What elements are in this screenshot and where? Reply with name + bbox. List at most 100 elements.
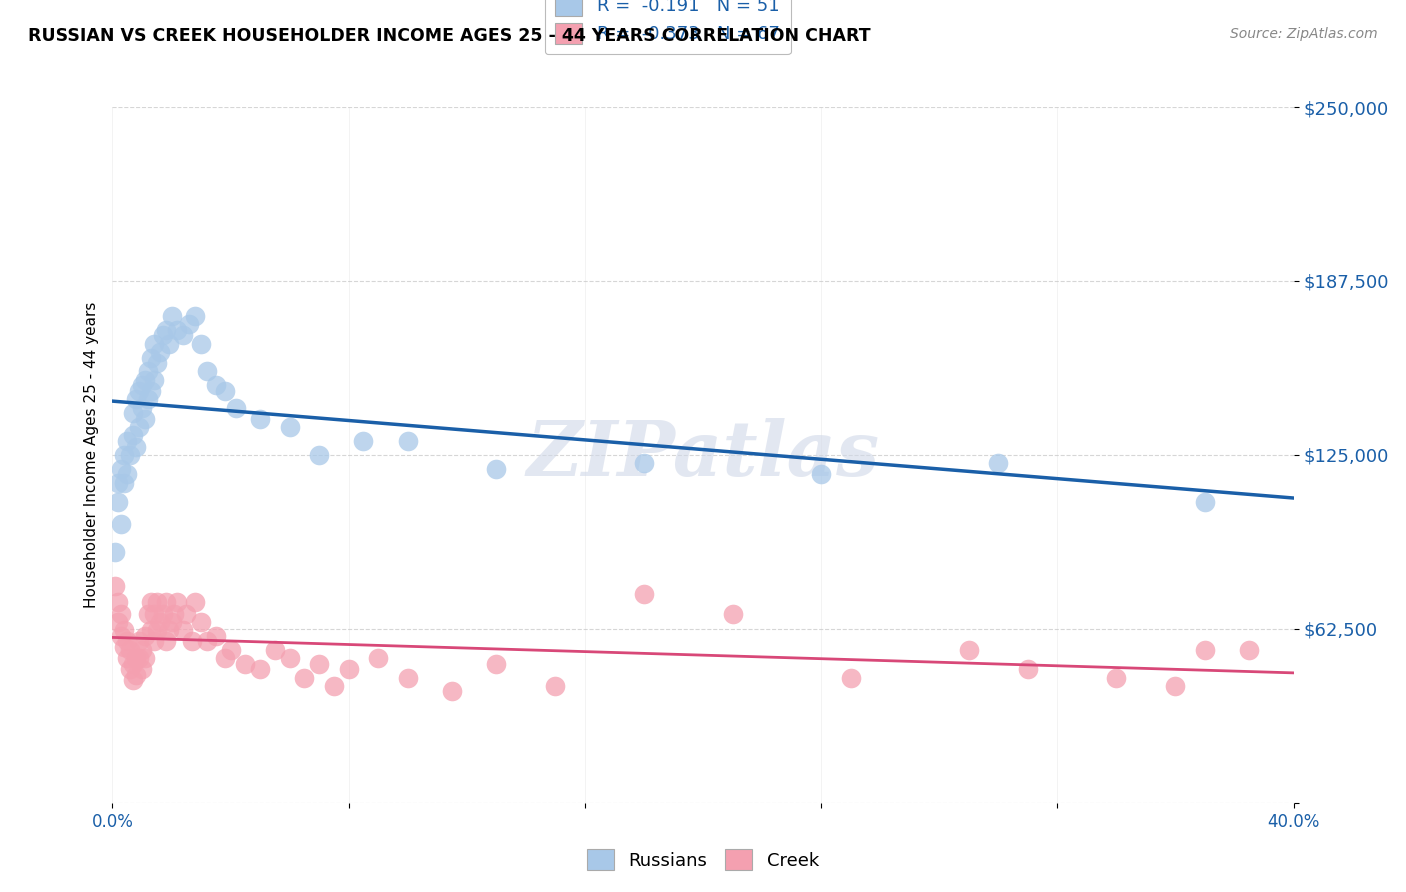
Point [174, 607, 197, 621]
Point [337, 662, 360, 676]
Point [125, 651, 148, 665]
Point [155, 595, 177, 609]
Point [117, 467, 138, 482]
Point [131, 378, 153, 392]
Point [544, 679, 567, 693]
Point [264, 642, 287, 657]
Point [149, 615, 172, 629]
Text: ZIPatlas: ZIPatlas [526, 418, 880, 491]
Point [128, 420, 150, 434]
Point [396, 434, 419, 448]
Point [633, 587, 655, 601]
Point [122, 406, 145, 420]
Point [441, 684, 464, 698]
Point [112, 448, 135, 462]
Point [139, 624, 162, 638]
Point [131, 401, 153, 415]
Point [125, 667, 148, 681]
Point [128, 634, 150, 648]
Point [172, 328, 194, 343]
Point [122, 428, 145, 442]
Point [485, 657, 508, 671]
Point [219, 642, 242, 657]
Point [184, 595, 207, 609]
Point [131, 642, 153, 657]
Point [142, 373, 165, 387]
Point [112, 624, 135, 638]
Point [146, 595, 169, 609]
Point [152, 607, 174, 621]
Point [107, 495, 129, 509]
Point [179, 317, 201, 331]
Point [110, 462, 132, 476]
Point [485, 462, 508, 476]
Point [190, 336, 212, 351]
Point [142, 607, 165, 621]
Point [120, 642, 142, 657]
Point [155, 323, 177, 337]
Y-axis label: Householder Income Ages 25 - 44 years: Householder Income Ages 25 - 44 years [83, 301, 98, 608]
Point [225, 401, 247, 415]
Point [139, 351, 162, 365]
Point [1017, 662, 1039, 676]
Point [139, 384, 162, 398]
Point [396, 671, 419, 685]
Point [1194, 495, 1216, 509]
Point [128, 651, 150, 665]
Point [292, 671, 315, 685]
Point [117, 634, 138, 648]
Point [160, 615, 183, 629]
Point [122, 673, 145, 688]
Point [136, 607, 159, 621]
Point [149, 345, 172, 359]
Point [134, 651, 156, 665]
Point [134, 411, 156, 425]
Point [104, 545, 127, 559]
Point [107, 615, 129, 629]
Point [117, 434, 138, 448]
Point [323, 679, 346, 693]
Point [112, 475, 135, 490]
Point [120, 448, 142, 462]
Point [249, 662, 271, 676]
Point [122, 657, 145, 671]
Point [125, 440, 148, 454]
Point [160, 309, 183, 323]
Point [131, 662, 153, 676]
Point [107, 475, 129, 490]
Point [249, 411, 271, 425]
Point [125, 392, 148, 407]
Point [1239, 642, 1261, 657]
Point [987, 456, 1010, 470]
Point [190, 615, 212, 629]
Point [205, 629, 228, 643]
Point [110, 629, 132, 643]
Text: RUSSIAN VS CREEK HOUSEHOLDER INCOME AGES 25 - 44 YEARS CORRELATION CHART: RUSSIAN VS CREEK HOUSEHOLDER INCOME AGES… [28, 27, 870, 45]
Point [214, 384, 236, 398]
Legend: Russians, Creek: Russians, Creek [579, 842, 827, 877]
Point [166, 595, 188, 609]
Point [1164, 679, 1187, 693]
Point [278, 651, 301, 665]
Point [308, 657, 330, 671]
Point [136, 364, 159, 378]
Point [721, 607, 744, 621]
Point [308, 448, 330, 462]
Point [142, 634, 165, 648]
Point [233, 657, 256, 671]
Point [195, 634, 218, 648]
Point [136, 392, 159, 407]
Point [139, 595, 162, 609]
Point [142, 336, 165, 351]
Point [157, 624, 180, 638]
Point [128, 384, 150, 398]
Point [839, 671, 862, 685]
Point [146, 356, 169, 370]
Point [1105, 671, 1128, 685]
Point [110, 517, 132, 532]
Point [1194, 642, 1216, 657]
Text: Source: ZipAtlas.com: Source: ZipAtlas.com [1230, 27, 1378, 41]
Point [278, 420, 301, 434]
Point [163, 607, 186, 621]
Point [155, 634, 177, 648]
